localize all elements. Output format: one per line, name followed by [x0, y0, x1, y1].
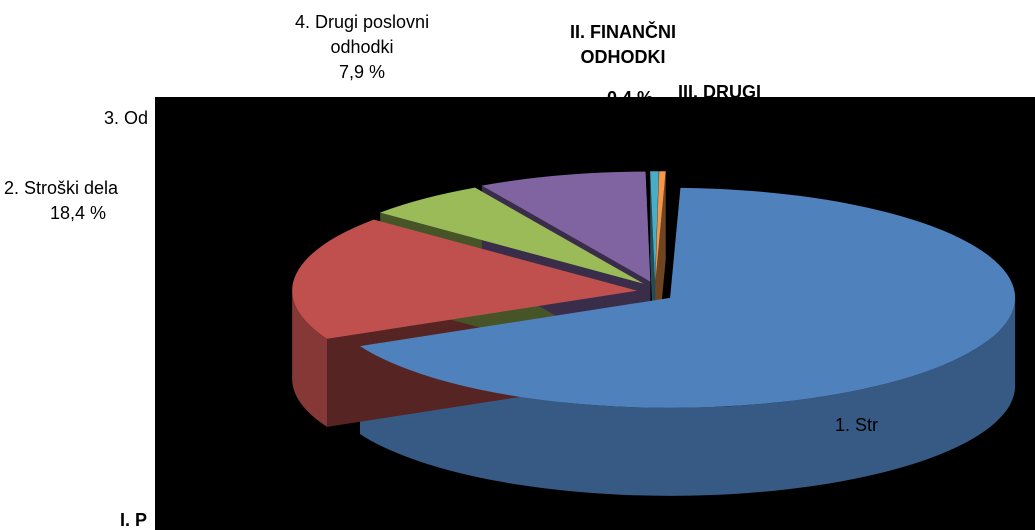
slice-label-odpisi: 3. Od	[104, 106, 148, 131]
slice-label-odpisi-text: 3. Od	[104, 108, 149, 128]
slice-label-fin-pct-wrap: 0,4 %	[607, 86, 653, 97]
plot-area: 1. Str	[155, 97, 1035, 530]
slice-label-delo: 2. Stroški dela 18,4 %	[4, 176, 118, 226]
slice-label-delo-clip: 2. Stroški dela 18,4 %	[0, 176, 155, 236]
slice-rim-1-0	[292, 290, 328, 427]
pie-slice-3	[481, 171, 651, 282]
slice-label-iii-line1: III. DRUGI	[678, 82, 762, 97]
slice-label-financni: II. FINANČNI ODHODKI	[570, 20, 676, 70]
group-label-poslovni: I. P	[120, 508, 147, 530]
slice-label-drugi-poslovni: 4. Drugi poslovni odhodki 7,9 %	[295, 10, 429, 85]
slice-label-blago-text: 1. Str	[835, 415, 879, 435]
slice-label-fin-line1: II. FINANČNI	[570, 22, 676, 42]
pie-slice-0	[360, 187, 1016, 408]
slice-label-blago: 1. Str	[835, 413, 878, 438]
slice-label-delo-pct: 18,4 %	[50, 203, 107, 223]
slice-label-drugi-line1: 4. Drugi poslovni	[295, 12, 430, 32]
pie-slice-2	[380, 187, 644, 284]
slice-label-fin-pct: 0,4 %	[607, 86, 653, 97]
slice-label-drugi-pct: 7,9 %	[339, 62, 386, 82]
pie-slice-4	[650, 171, 659, 282]
slice-label-drugi-line2: odhodki	[330, 37, 394, 57]
pie-slice-1	[292, 219, 638, 339]
slice-label-delo-line1: 2. Stroški dela	[4, 178, 119, 198]
slice-rim-0-0	[360, 297, 1016, 496]
group-label-text: I. P	[120, 510, 148, 530]
pie-slice-5	[655, 171, 666, 282]
slice-label-iii-drugi: III. DRUGI	[678, 80, 761, 97]
slice-label-fin-line2: ODHODKI	[580, 47, 666, 67]
pie-chart	[292, 171, 1016, 496]
